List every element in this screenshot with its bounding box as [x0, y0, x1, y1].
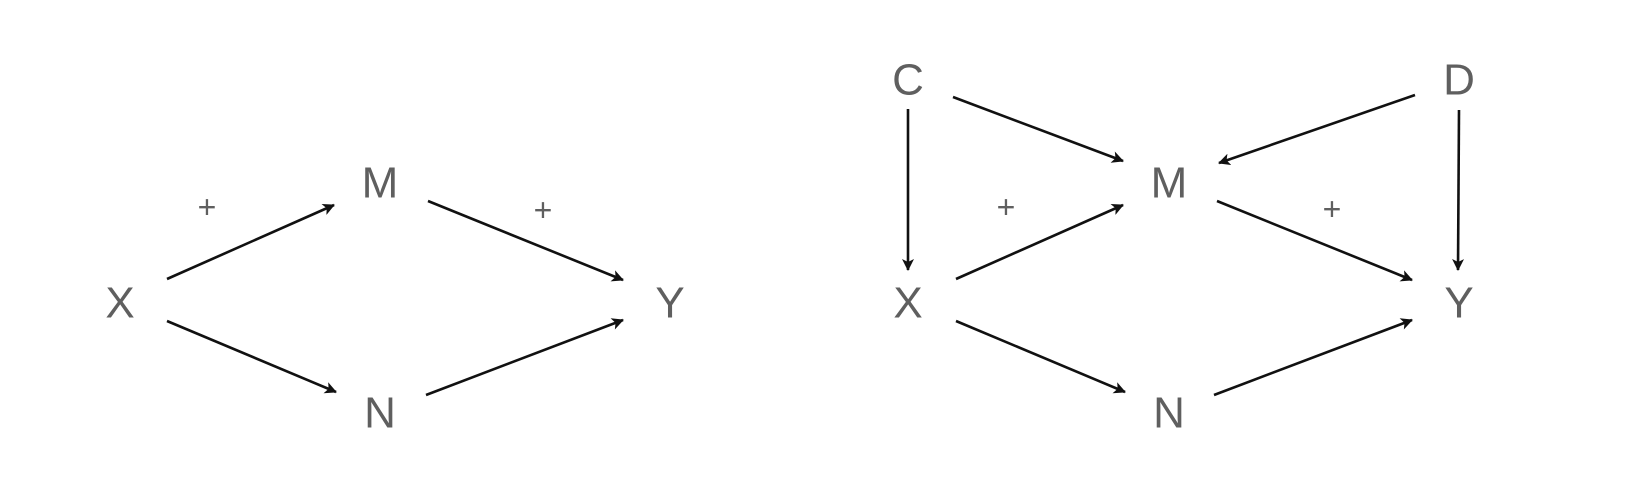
node-y: Y — [655, 279, 684, 328]
arrow-x-to-m — [955, 203, 1124, 281]
arrow-d-to-m — [1218, 93, 1416, 166]
node-m: M — [1151, 159, 1188, 208]
arrow-x-to-n — [166, 319, 337, 394]
node-x: X — [105, 279, 134, 328]
node-m: M — [362, 159, 399, 208]
arrow-n-to-y — [1213, 318, 1413, 397]
node-d: D — [1443, 56, 1475, 105]
arrow-x-to-m — [166, 203, 335, 281]
sign-m-to-y: + — [534, 192, 553, 228]
sign-x-to-m: + — [997, 189, 1016, 225]
arrow-m-to-y — [1216, 199, 1413, 282]
arrow-c-to-m — [952, 95, 1124, 163]
arrow-x-to-n — [955, 319, 1126, 394]
node-n: N — [364, 389, 396, 438]
left-diagram: + + X M N Y — [105, 159, 684, 438]
right-diagram: + + C D X M N Y — [892, 56, 1475, 438]
arrow-m-to-y — [427, 199, 624, 282]
node-y: Y — [1444, 279, 1473, 328]
arrow-d-to-y — [1452, 109, 1465, 271]
sign-m-to-y: + — [1323, 191, 1342, 227]
node-x: X — [893, 279, 922, 328]
node-n: N — [1153, 389, 1185, 438]
node-c: C — [892, 56, 924, 105]
arrow-n-to-y — [425, 318, 624, 397]
sign-x-to-m: + — [198, 189, 217, 225]
